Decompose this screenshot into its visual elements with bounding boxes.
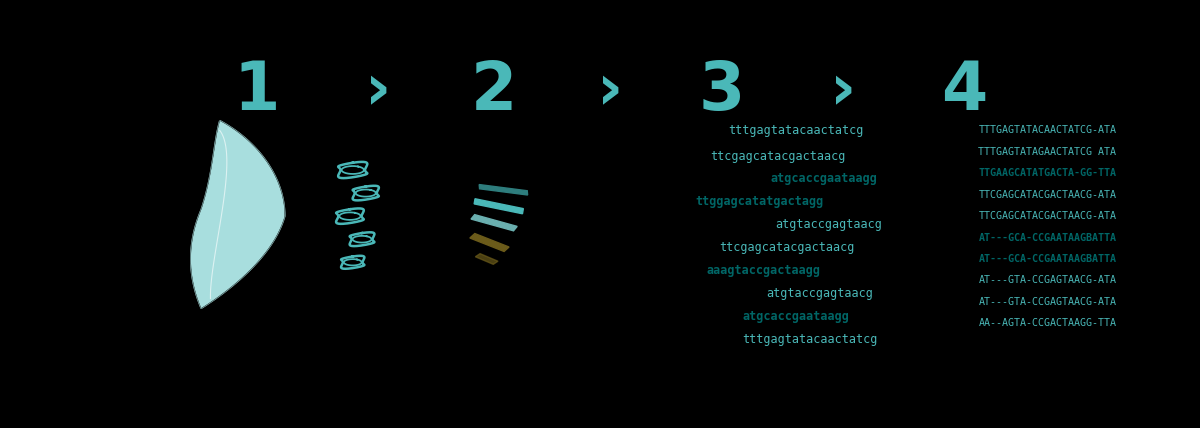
Polygon shape xyxy=(472,214,517,231)
Text: ›: › xyxy=(365,60,391,122)
Text: atgtaccgagtaacg: atgtaccgagtaacg xyxy=(766,287,874,300)
Text: TTCGAGCATACGACTAACG-ATA: TTCGAGCATACGACTAACG-ATA xyxy=(978,211,1116,221)
Text: AT---GCA-CCGAATAAGBATTA: AT---GCA-CCGAATAAGBATTA xyxy=(978,232,1116,243)
Text: atgtaccgagtaacg: atgtaccgagtaacg xyxy=(775,218,882,231)
Text: ›: › xyxy=(598,60,624,122)
Text: tttgagtatacaactatcg: tttgagtatacaactatcg xyxy=(743,333,878,346)
Text: TTGAAGCATATGACTA-GG-TTA: TTGAAGCATATGACTA-GG-TTA xyxy=(978,168,1116,178)
Text: 3: 3 xyxy=(698,58,745,124)
Text: ttcgagcatacgactaacg: ttcgagcatacgactaacg xyxy=(719,241,854,254)
Text: TTCGAGCATACGACTAACG-ATA: TTCGAGCATACGACTAACG-ATA xyxy=(978,190,1116,200)
Text: 4: 4 xyxy=(941,58,986,124)
Text: 2: 2 xyxy=(470,58,517,124)
Text: ttggagcatatgactagg: ttggagcatatgactagg xyxy=(695,195,823,208)
Polygon shape xyxy=(470,234,509,252)
Text: aaagtaccgactaagg: aaagtaccgactaagg xyxy=(707,264,821,277)
Text: AA--AGTA-CCGACTAAGG-TTA: AA--AGTA-CCGACTAAGG-TTA xyxy=(978,318,1116,328)
Text: tttgagtatacaactatcg: tttgagtatacaactatcg xyxy=(728,124,864,137)
Polygon shape xyxy=(475,254,498,265)
Text: ttcgagcatacgactaacg: ttcgagcatacgactaacg xyxy=(710,150,846,163)
Text: AT---GTA-CCGAGTAACG-ATA: AT---GTA-CCGAGTAACG-ATA xyxy=(978,297,1116,307)
Polygon shape xyxy=(479,184,528,195)
Text: TTTGAGTATACAACTATCG-ATA: TTTGAGTATACAACTATCG-ATA xyxy=(978,125,1116,135)
Text: TTTGAGTATAGAACTATCG ATA: TTTGAGTATAGAACTATCG ATA xyxy=(978,147,1116,157)
Text: AT---GTA-CCGAGTAACG-ATA: AT---GTA-CCGAGTAACG-ATA xyxy=(978,275,1116,285)
Text: atgcaccgaataagg: atgcaccgaataagg xyxy=(743,310,850,323)
Polygon shape xyxy=(474,199,523,214)
Text: atgcaccgaataagg: atgcaccgaataagg xyxy=(770,172,877,185)
Text: AT---GCA-CCGAATAAGBATTA: AT---GCA-CCGAATAAGBATTA xyxy=(978,254,1116,264)
Polygon shape xyxy=(191,121,284,309)
Text: 1: 1 xyxy=(234,58,281,124)
Text: ›: › xyxy=(829,60,856,122)
